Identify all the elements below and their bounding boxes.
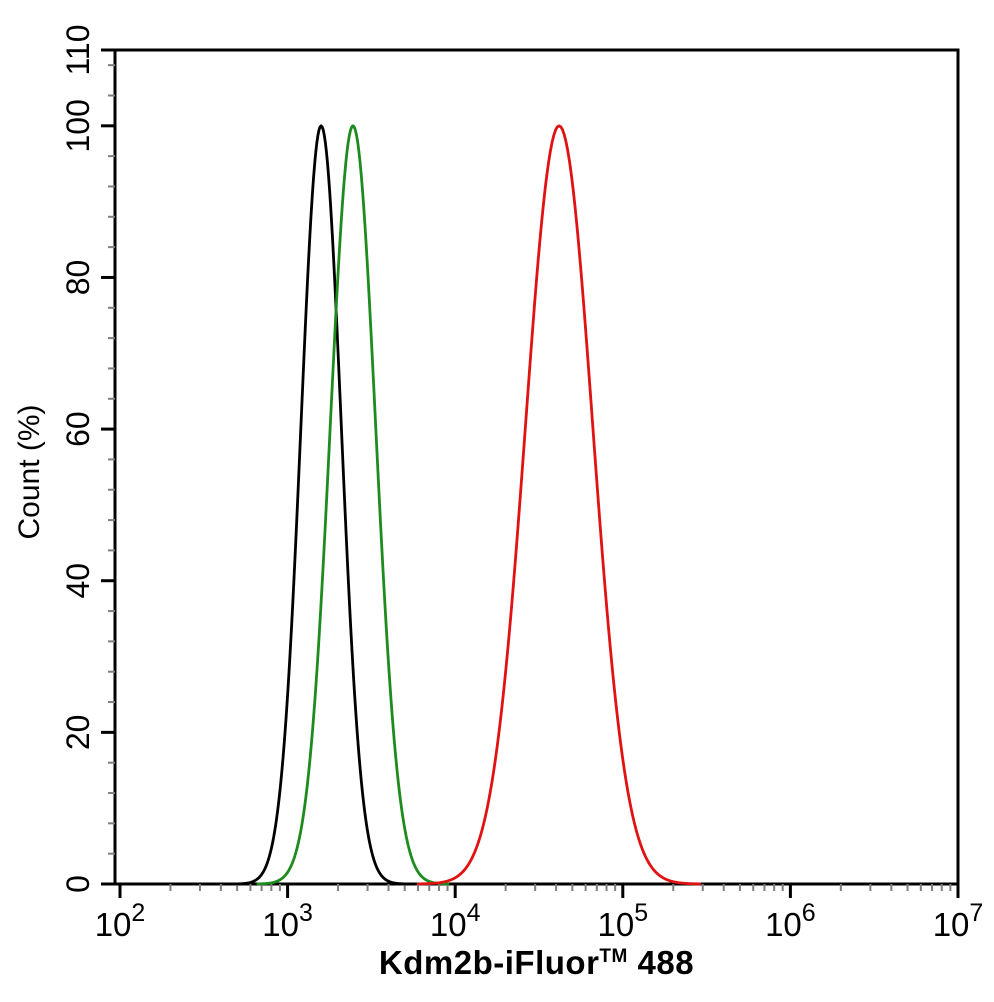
x-tick-label: 102 xyxy=(95,899,146,943)
x-tick-label: 104 xyxy=(430,899,481,943)
y-tick-label: 20 xyxy=(60,715,96,751)
y-tick-label: 40 xyxy=(60,563,96,599)
x-tick-label: 107 xyxy=(933,899,984,943)
x-axis-title-text: Kdm2b-iFluor xyxy=(378,944,600,981)
x-tick-label: 106 xyxy=(765,899,816,943)
y-axis-title: Count (%) xyxy=(13,404,46,540)
x-tick-label: 105 xyxy=(597,899,648,943)
x-axis-title-suffix: 488 xyxy=(627,944,695,981)
series-green-curve xyxy=(256,124,450,886)
y-tick-label: 0 xyxy=(60,875,96,893)
y-tick-label: 60 xyxy=(60,411,96,447)
x-tick-label: 103 xyxy=(262,899,313,943)
series-red-curve xyxy=(416,124,702,886)
y-tick-label: 110 xyxy=(60,24,96,75)
x-axis-title-trademark: TM xyxy=(599,946,628,967)
x-axis-title: Kdm2b-iFluorTM 488 xyxy=(115,944,958,982)
series-black-curve xyxy=(235,124,407,886)
y-tick-label: 100 xyxy=(60,99,96,152)
plot-frame xyxy=(113,48,960,886)
y-tick-label: 80 xyxy=(60,260,96,296)
